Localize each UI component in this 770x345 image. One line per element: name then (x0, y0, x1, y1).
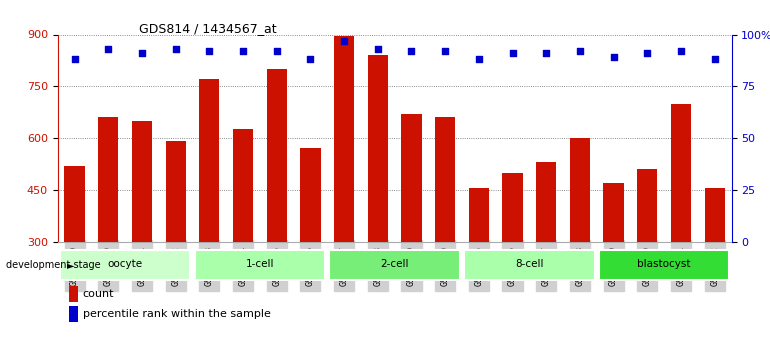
Bar (570, 138, 590, 241)
Bar (599, 250, 729, 279)
Bar (99, 117, 119, 242)
Point (641, 50, 654, 56)
Text: 8-cell: 8-cell (515, 259, 544, 269)
Text: blastocyst: blastocyst (638, 259, 691, 269)
Point (708, 57, 721, 62)
Text: ►: ► (67, 260, 75, 270)
Bar (334, 36, 354, 241)
Bar (367, 55, 388, 242)
Point (270, 48, 283, 54)
Text: GDS814 / 1434567_at: GDS814 / 1434567_at (139, 22, 276, 36)
Point (608, 55, 620, 60)
Bar (300, 148, 320, 242)
Bar (69, 306, 78, 322)
Bar (705, 188, 725, 241)
Text: 1-cell: 1-cell (246, 259, 274, 269)
Point (405, 48, 417, 54)
Bar (166, 141, 186, 242)
Point (574, 48, 586, 54)
Point (540, 50, 552, 56)
Point (507, 50, 519, 56)
Text: count: count (82, 289, 114, 299)
Bar (604, 183, 624, 242)
Bar (199, 79, 219, 242)
Point (338, 38, 350, 43)
Bar (469, 188, 489, 241)
Point (237, 48, 249, 54)
Bar (69, 286, 78, 302)
Bar (132, 121, 152, 241)
Point (304, 57, 316, 62)
Text: percentile rank within the sample: percentile rank within the sample (82, 309, 270, 319)
Bar (195, 250, 325, 279)
Point (102, 46, 115, 52)
Bar (671, 104, 691, 242)
Bar (536, 162, 556, 241)
Bar (637, 169, 658, 241)
Point (439, 48, 451, 54)
Bar (65, 166, 85, 242)
Text: development stage: development stage (6, 260, 101, 270)
Bar (464, 250, 594, 279)
Bar (60, 250, 190, 279)
Point (473, 57, 485, 62)
Bar (401, 114, 421, 242)
Text: oocyte: oocyte (108, 259, 142, 269)
Bar (502, 172, 523, 242)
Bar (330, 250, 460, 279)
Point (69, 57, 81, 62)
Point (203, 48, 216, 54)
Point (169, 46, 182, 52)
Bar (233, 129, 253, 242)
Bar (435, 117, 455, 242)
Point (136, 50, 148, 56)
Point (675, 48, 687, 54)
Text: 2-cell: 2-cell (380, 259, 409, 269)
Point (372, 46, 384, 52)
Bar (266, 69, 286, 241)
